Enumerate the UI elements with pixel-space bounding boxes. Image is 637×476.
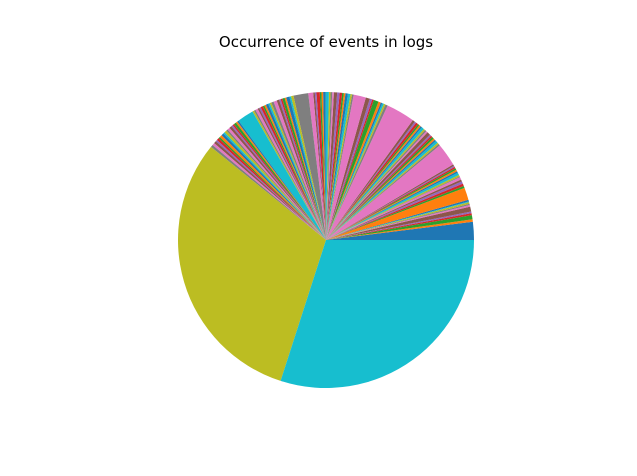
pie-slices [178, 92, 474, 388]
chart-title: Occurrence of events in logs [219, 33, 433, 51]
